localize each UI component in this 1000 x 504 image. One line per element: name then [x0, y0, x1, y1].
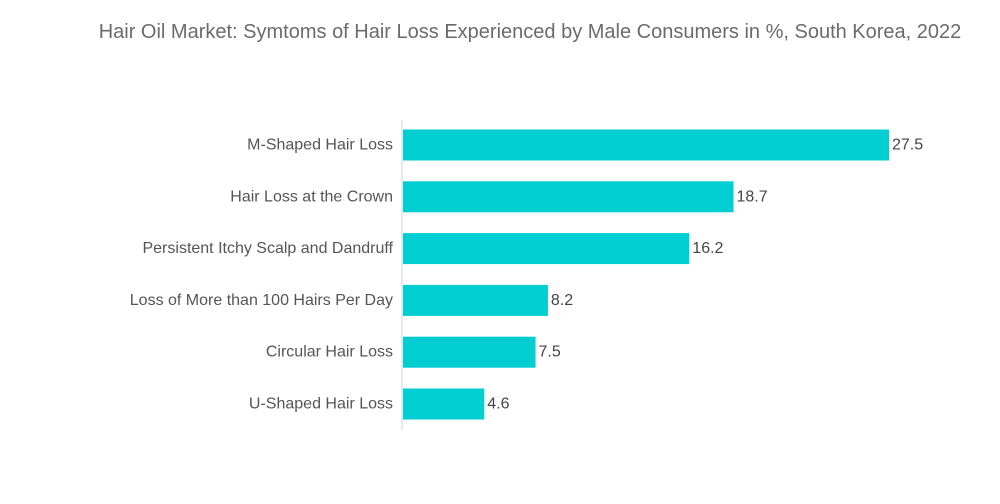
- value-label-1: 27.5: [892, 137, 923, 154]
- bar-4: [403, 284, 548, 316]
- category-label-6: U-Shaped Hair Loss: [249, 396, 393, 413]
- category-label-3: Persistent Itchy Scalp and Dandruff: [142, 240, 393, 257]
- category-labels-group: M-Shaped Hair Loss Hair Loss at the Crown…: [130, 137, 394, 413]
- value-labels-group: 27.5 18.7 16.2 8.2 7.5 4.6: [487, 137, 923, 413]
- value-label-2: 18.7: [736, 188, 767, 205]
- bar-6: [403, 388, 485, 420]
- value-label-4: 8.2: [551, 292, 573, 309]
- value-label-6: 4.6: [487, 396, 509, 413]
- value-label-5: 7.5: [539, 344, 561, 361]
- chart-title: Hair Oil Market: Symtoms of Hair Loss Ex…: [98, 21, 962, 43]
- value-label-3: 16.2: [692, 240, 723, 257]
- bar-5: [403, 336, 536, 368]
- bar-3: [403, 233, 690, 265]
- category-label-4: Loss of More than 100 Hairs Per Day: [130, 292, 393, 309]
- category-label-2: Hair Loss at the Crown: [230, 188, 393, 205]
- bar-2: [403, 181, 734, 213]
- category-label-5: Circular Hair Loss: [266, 344, 393, 361]
- category-label-1: M-Shaped Hair Loss: [247, 137, 393, 154]
- bars-group: [403, 129, 889, 420]
- bar-1: [403, 129, 889, 161]
